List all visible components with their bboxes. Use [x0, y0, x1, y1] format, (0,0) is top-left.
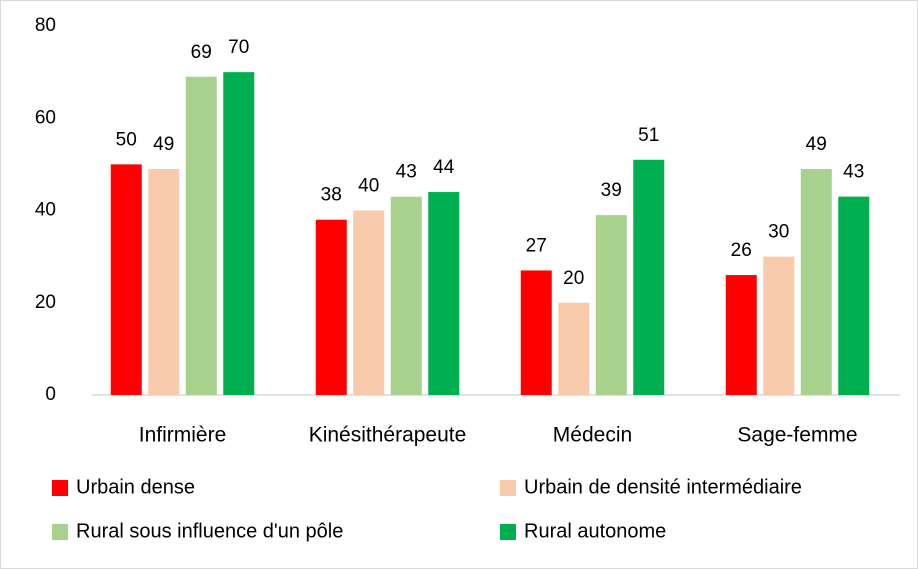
bar [315, 219, 347, 395]
legend-swatch [52, 524, 68, 540]
legend-swatch [52, 480, 68, 496]
data-label: 69 [191, 42, 212, 63]
data-label: 44 [433, 157, 455, 178]
bar [558, 302, 590, 395]
x-tick-label: Infirmière [139, 424, 227, 447]
bar [763, 256, 795, 395]
data-label: 51 [638, 125, 659, 146]
y-tick-label: 60 [35, 107, 56, 128]
legend-label: Rural sous influence d'un pôle [76, 520, 343, 542]
bar [838, 196, 870, 395]
data-label: 50 [116, 129, 137, 150]
bar [800, 168, 832, 395]
data-label: 38 [321, 185, 342, 206]
bar [390, 196, 422, 395]
x-tick-label: Médecin [553, 424, 632, 447]
legend-swatch [500, 524, 516, 540]
y-tick-label: 0 [45, 384, 56, 405]
legend-swatch [500, 480, 516, 496]
bar [223, 72, 255, 395]
y-tick-label: 40 [35, 200, 56, 221]
bar [633, 159, 665, 395]
y-tick-label: 20 [35, 292, 56, 313]
bar [110, 164, 142, 395]
data-label: 20 [563, 268, 584, 289]
bar [185, 76, 217, 396]
x-tick-label: Sage-femme [737, 424, 857, 447]
data-label: 40 [358, 176, 379, 197]
data-label: 49 [806, 134, 827, 155]
data-label: 30 [768, 222, 789, 243]
bar [353, 210, 385, 395]
legend-label: Urbain de densité intermédiaire [524, 476, 802, 498]
data-label: 27 [526, 235, 547, 256]
x-tick-label: Kinésithérapeute [309, 424, 467, 447]
bar [595, 215, 627, 395]
data-label: 43 [396, 162, 417, 183]
bar [148, 168, 180, 395]
data-label: 49 [153, 134, 174, 155]
bar [428, 192, 460, 395]
data-label: 39 [601, 180, 622, 201]
legend-label: Urbain dense [76, 476, 195, 498]
data-label: 70 [228, 37, 249, 58]
y-tick-label: 80 [35, 15, 56, 36]
bar [725, 275, 757, 395]
data-label: 43 [843, 162, 864, 183]
legend-label: Rural autonome [524, 520, 666, 542]
data-label: 26 [731, 240, 752, 261]
bar [520, 270, 552, 395]
